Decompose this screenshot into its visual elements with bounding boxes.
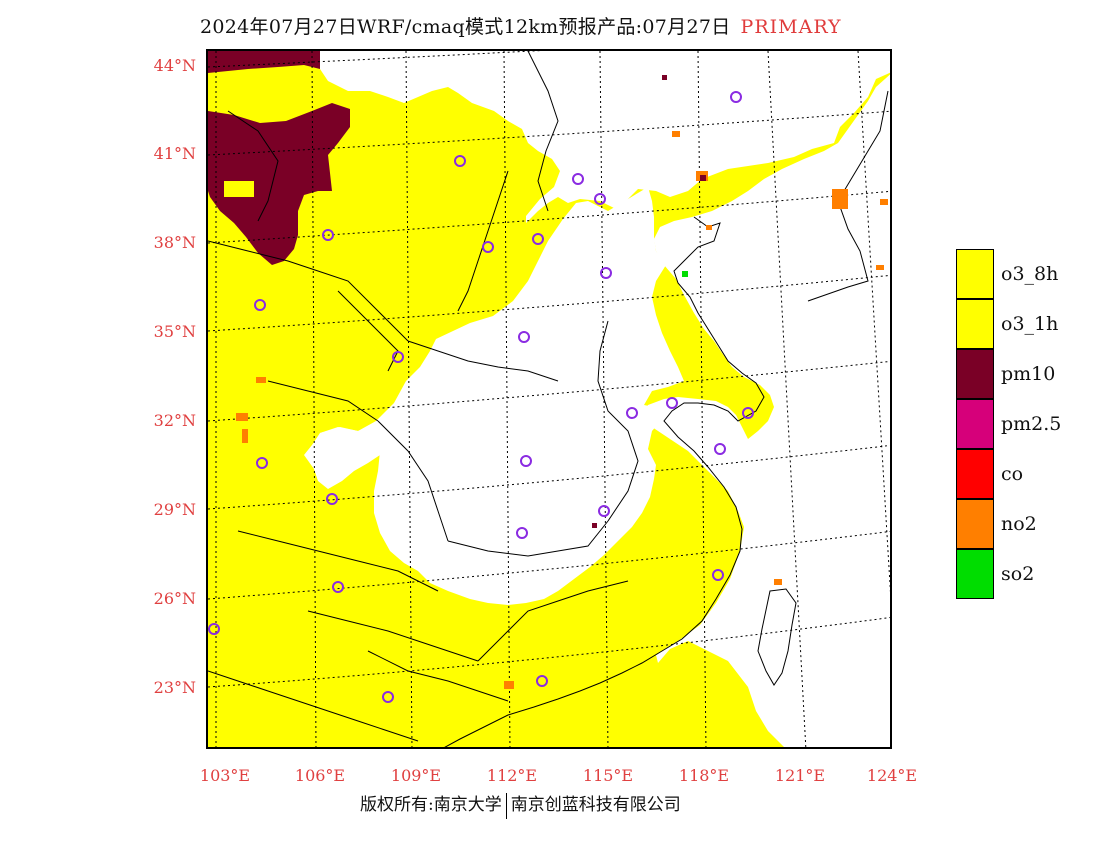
footer-divider <box>505 792 507 819</box>
lon-label-124: 124°E <box>866 766 918 785</box>
lon-label-121: 121°E <box>774 766 826 785</box>
legend-swatch <box>956 499 994 549</box>
legend-swatch <box>956 349 994 399</box>
legend-label: no2 <box>1001 513 1037 535</box>
legend-swatch <box>956 299 994 349</box>
title-main: 2024年07月27日WRF/cmaq模式12km预报产品:07月27日 <box>200 16 731 38</box>
lat-label-26: 26°N <box>153 589 196 608</box>
clean-region-west <box>304 423 388 489</box>
so2-hotspot <box>682 271 688 277</box>
legend-label: pm2.5 <box>1001 413 1062 435</box>
pm10-region-main <box>208 103 350 265</box>
legend-swatch <box>956 549 994 599</box>
page-title: 2024年07月27日WRF/cmaq模式12km预报产品:07月27日 PRIM… <box>200 12 842 39</box>
lon-label-112: 112°E <box>486 766 538 785</box>
no2-hotspots <box>236 131 888 689</box>
lon-label-109: 109°E <box>390 766 442 785</box>
boundaries <box>208 51 889 747</box>
lon-label-103: 103°E <box>199 766 251 785</box>
legend-label: o3_8h <box>1001 263 1059 285</box>
map-panel[interactable] <box>206 49 892 749</box>
lat-label-44: 44°N <box>153 56 196 75</box>
pm10-specks <box>592 75 706 528</box>
station-markers <box>208 91 754 703</box>
lat-label-35: 35°N <box>153 322 196 341</box>
copyright-footer: 版权所有:南京大学 南京创蓝科技有限公司 <box>360 790 681 819</box>
lat-label-41: 41°N <box>153 144 196 163</box>
legend-label: o3_1h <box>1001 313 1059 335</box>
title-tag: PRIMARY <box>740 16 842 38</box>
pm10-region <box>208 51 320 73</box>
ocean-north <box>320 51 890 223</box>
clean-region-central <box>320 187 684 605</box>
legend-swatch <box>956 449 994 499</box>
graticule <box>208 51 890 747</box>
lat-label-32: 32°N <box>153 411 196 430</box>
legend-label: pm10 <box>1001 363 1056 385</box>
lat-label-23: 23°N <box>153 678 196 697</box>
lon-label-106: 106°E <box>294 766 346 785</box>
lat-label-38: 38°N <box>153 233 196 252</box>
legend-swatch <box>956 399 994 449</box>
lon-label-118: 118°E <box>678 766 730 785</box>
ocean-east <box>640 74 890 747</box>
copyright-right: 南京创蓝科技有限公司 <box>510 795 681 815</box>
lat-label-29: 29°N <box>153 500 196 519</box>
map-canvas <box>208 51 890 747</box>
legend-label: co <box>1001 463 1024 485</box>
pm10-gap <box>224 181 254 197</box>
lon-label-115: 115°E <box>582 766 634 785</box>
copyright-left: 版权所有:南京大学 <box>360 795 502 815</box>
legend-swatch <box>956 249 994 299</box>
legend-label: so2 <box>1001 563 1035 585</box>
